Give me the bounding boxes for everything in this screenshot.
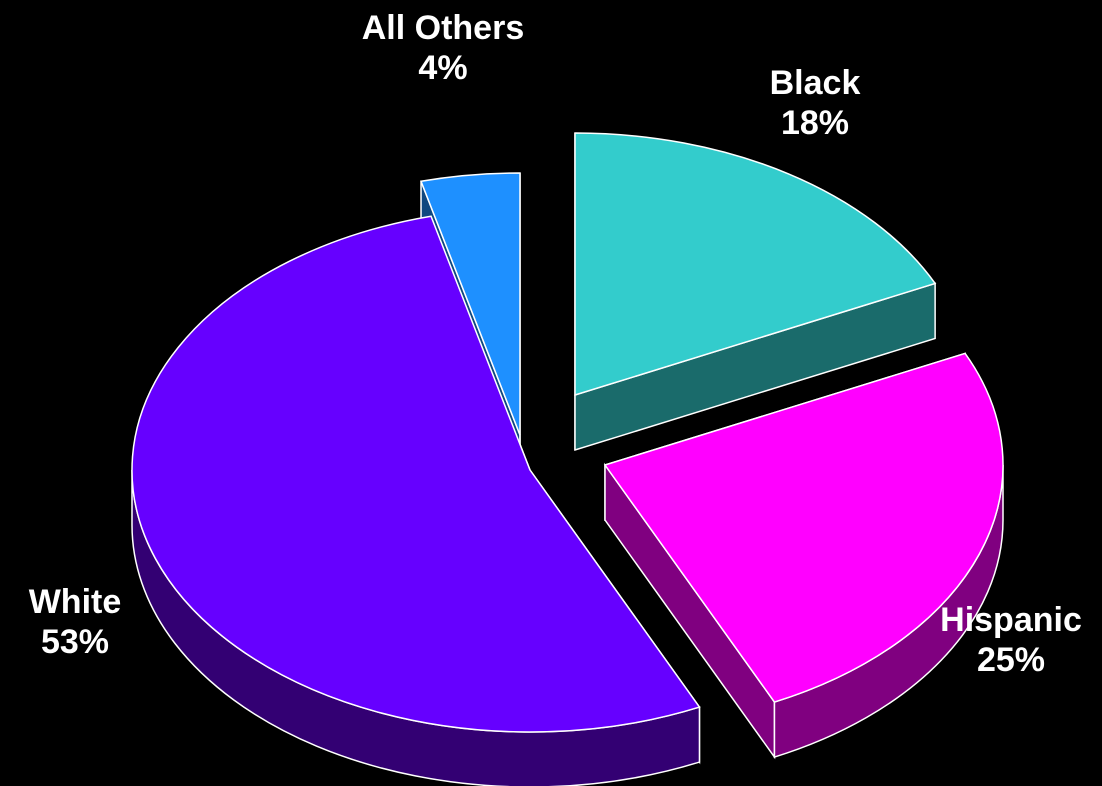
slice-all-others [419, 172, 521, 436]
slice-black [574, 132, 937, 397]
label-white-value: 53% [40, 623, 110, 661]
label-all-others: All Others 4% [340, 8, 546, 88]
label-black-value: 18% [780, 104, 850, 142]
label-all-others-value: 4% [418, 49, 468, 87]
label-black-name: Black [769, 64, 861, 102]
label-black: Black 18% [740, 63, 890, 143]
label-hispanic-value: 25% [976, 641, 1046, 679]
label-all-others-name: All Others [361, 9, 525, 47]
label-hispanic: Hispanic 25% [920, 600, 1102, 680]
slice-tops [131, 132, 1004, 733]
slice-hispanic [603, 352, 1004, 703]
slice-white [131, 215, 701, 733]
label-white: White 53% [12, 582, 138, 662]
label-hispanic-name: Hispanic [940, 601, 1082, 639]
label-white-name: White [28, 583, 122, 621]
